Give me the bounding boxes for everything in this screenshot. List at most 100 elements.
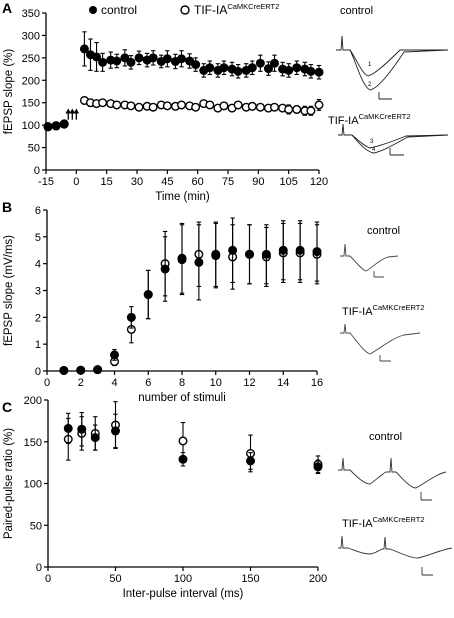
legend-marker-tif xyxy=(180,5,190,15)
chart-a-point-tif xyxy=(292,104,302,114)
legend-label-control: control xyxy=(101,3,137,17)
chart-a-point-tif xyxy=(191,102,201,112)
chart-a-y-tick-label: 0 xyxy=(34,165,40,177)
chart-a-point-tif xyxy=(219,101,229,111)
chart-b-y-tick-label: 3 xyxy=(35,286,41,298)
chart-a-point-control xyxy=(98,57,108,67)
chart-b-point-control xyxy=(228,245,238,255)
chart-a-stim-arrow-head xyxy=(69,108,76,114)
chart-b-point-control xyxy=(59,365,69,375)
chart-a-point-tif xyxy=(126,101,136,111)
trace-a-mark-1: 1 xyxy=(368,62,372,68)
chart-a-point-control xyxy=(233,66,243,76)
chart-a-point-control xyxy=(270,58,280,68)
chart-b-point-control xyxy=(177,253,187,263)
chart-b-y-tick-label: 2 xyxy=(35,312,41,324)
chart-a-point-control xyxy=(205,63,215,73)
trace-b-tif xyxy=(340,323,421,355)
chart-a-x-tick-label: 0 xyxy=(73,176,79,188)
chart-a-x-tick-label: 60 xyxy=(192,176,204,188)
chart-a-point-tif xyxy=(134,102,144,112)
legend-label-tif: TIF-IACaMKCreERT2 xyxy=(194,2,279,17)
chart-c-x-tick-label: 200 xyxy=(309,573,327,585)
chart-a-point-control xyxy=(148,53,158,63)
chart-c-point-control xyxy=(178,454,188,464)
trace-a-mark-2: 2 xyxy=(368,82,372,88)
trace-a-tif-label: TIF-IACaMKCreERT2 xyxy=(328,112,411,127)
chart-a-x-tick-label: -15 xyxy=(38,176,54,188)
chart-a-point-tif xyxy=(306,106,316,116)
chart-b-x-tick-label: 16 xyxy=(311,377,323,389)
chart-a-point-tif xyxy=(247,101,257,111)
scale-bar-c-tif xyxy=(421,567,433,576)
chart-a-point-control xyxy=(191,60,201,70)
chart-c-point-control xyxy=(313,462,323,472)
chart-a-point-tif xyxy=(314,100,324,110)
chart-a-point-control xyxy=(92,52,102,62)
scale-bar-b-control xyxy=(373,271,384,278)
chart-a-y-tick-label: 350 xyxy=(22,8,40,20)
trace-b-control-label: control xyxy=(367,225,400,237)
traces-b: control TIF-IACaMKCreERT2 xyxy=(340,225,425,362)
chart-b-point-control xyxy=(160,264,170,274)
chart-a-point-control xyxy=(263,64,273,74)
chart-c-x-tick-label: 100 xyxy=(174,573,192,585)
chart-c-point-control xyxy=(77,424,87,434)
chart-a-point-control xyxy=(306,66,316,76)
chart-b-point-control xyxy=(278,245,288,255)
chart-a-point-control xyxy=(162,54,172,64)
trace-c-tif-label: TIF-IACaMKCreERT2 xyxy=(342,515,425,530)
chart-a-point-control xyxy=(292,63,302,73)
trace-c-tif xyxy=(338,535,453,559)
chart-a-point-tif xyxy=(148,102,158,112)
chart-c-y-tick-label: 200 xyxy=(24,395,42,407)
chart-a-point-control xyxy=(126,57,136,67)
trace-c-control-label: control xyxy=(369,431,402,443)
panel-c: C 0 50 100 150 200 0 50 100 150 200 Inter-pulse in… xyxy=(2,395,453,600)
panel-letter-c: C xyxy=(2,399,12,415)
chart-a-point-control xyxy=(219,63,229,73)
chart-a-x-axis-label: Time (min) xyxy=(155,191,210,203)
panel-letter-b: B xyxy=(2,199,12,215)
legend-a: control TIF-IACaMKCreERT2 xyxy=(89,2,279,17)
chart-b-x-tick-label: 12 xyxy=(243,377,255,389)
chart-a-point-control xyxy=(134,53,144,63)
chart-b-point-control xyxy=(109,350,119,360)
chart-b-point-control xyxy=(143,290,153,300)
chart-c-point-control xyxy=(90,433,100,443)
chart-b-point-control xyxy=(76,365,86,375)
chart-a-point-control xyxy=(51,121,61,131)
trace-c-control xyxy=(338,457,447,489)
chart-a-point-tif xyxy=(270,102,280,112)
chart-c-x-tick-label: 50 xyxy=(109,573,121,585)
chart-a-point-tif xyxy=(255,102,265,112)
chart-c-x-tick-label: 150 xyxy=(241,573,259,585)
chart-a-y-tick-label: 100 xyxy=(22,120,40,132)
chart-c-y-axis-label: Paired-pulse ratio (%) xyxy=(3,428,15,539)
chart-b-x-tick-label: 6 xyxy=(145,377,151,389)
scale-bar-c-control xyxy=(420,492,432,501)
chart-b-x-axis-label: number of stimuli xyxy=(138,392,226,404)
chart-a-stim-arrow-head xyxy=(73,108,80,114)
chart-b-y-tick-label: 4 xyxy=(35,259,41,271)
plot-a: -15 0 15 30 45 60 75 90 105 120050100150200250300… xyxy=(3,8,328,203)
traces-c: control TIF-IACaMKCreERT2 xyxy=(338,431,453,576)
chart-c-y-tick-label: 150 xyxy=(24,437,42,449)
chart-a-x-tick-label: 15 xyxy=(101,176,113,188)
chart-a-point-control xyxy=(112,56,122,66)
chart-b-y-tick-label: 6 xyxy=(35,205,41,217)
chart-a-point-tif xyxy=(112,100,122,110)
chart-b-point-control xyxy=(211,251,221,261)
chart-a-point-control xyxy=(120,53,130,63)
chart-a-point-control xyxy=(314,67,324,77)
chart-b-y-tick-label: 0 xyxy=(35,366,41,378)
legend-marker-control xyxy=(89,6,97,14)
chart-a-point-control xyxy=(247,63,257,73)
trace-a-control-2 xyxy=(349,49,449,91)
chart-a-x-tick-label: 75 xyxy=(222,176,234,188)
chart-b-x-tick-label: 8 xyxy=(179,377,185,389)
chart-a-x-tick-label: 30 xyxy=(131,176,143,188)
chart-a-point-tif xyxy=(233,100,243,110)
